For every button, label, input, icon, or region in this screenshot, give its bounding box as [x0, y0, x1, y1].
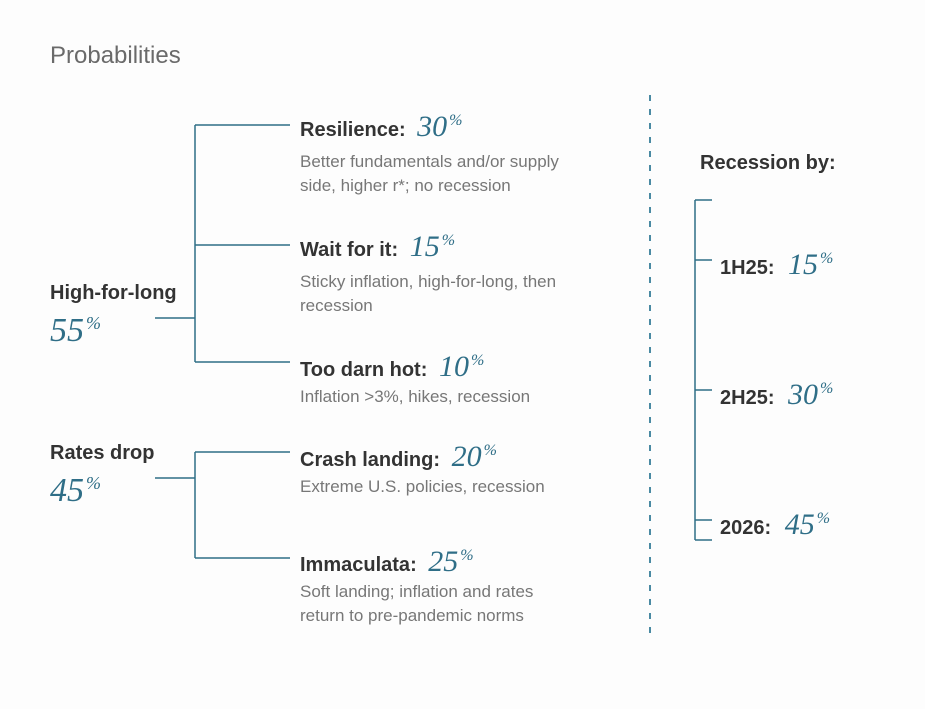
scenario-pct-value: 30: [417, 110, 447, 143]
scenario-pct-value: 25: [428, 545, 458, 578]
scenario-title-crash-landing: Crash landing: 20%: [300, 440, 497, 474]
recession-row-2h25: 2H25: 30%: [720, 378, 833, 412]
scenario-desc-resilience: Better fundamentals and/or supply side, …: [300, 150, 560, 198]
recession-row-1h25: 1H25: 15%: [720, 248, 833, 282]
scenario-pct-value: 20: [452, 440, 482, 473]
scenario-desc-crash-landing: Extreme U.S. policies, recession: [300, 475, 560, 499]
scenario-name: Too darn hot: [300, 359, 421, 381]
pct-suffix: %: [482, 442, 497, 459]
scenario-name: Crash landing: [300, 449, 433, 471]
recession-label: 2H25: [720, 387, 768, 409]
pct-suffix: %: [818, 250, 833, 267]
scenario-desc-too-darn-hot: Inflation >3%, hikes, recession: [300, 385, 560, 409]
pct-suffix: %: [84, 473, 101, 493]
scenario-desc-immaculata: Soft landing; inflation and rates return…: [300, 580, 560, 628]
recession-pct-value: 15: [788, 248, 818, 281]
scenario-title-immaculata: Immaculata: 25%: [300, 545, 474, 579]
recession-header: Recession by:: [700, 152, 836, 175]
scenario-desc-wait-for-it: Sticky inflation, high-for-long, then re…: [300, 270, 560, 318]
pct-suffix: %: [815, 510, 830, 527]
recession-label: 2026: [720, 517, 765, 539]
scenario-pct-value: 15: [410, 230, 440, 263]
scenario-name: Wait for it: [300, 239, 391, 261]
scenario-name: Resilience: [300, 119, 399, 141]
page-title: Probabilities: [50, 42, 181, 70]
scenario-title-resilience: Resilience: 30%: [300, 110, 463, 144]
recession-label: 1H25: [720, 257, 768, 279]
recession-pct-value: 30: [788, 378, 818, 411]
root-label-high-for-long: High-for-long: [50, 282, 177, 305]
pct-suffix: %: [447, 112, 462, 129]
root-pct-rates-drop: 45%: [50, 472, 101, 510]
scenario-name: Immaculata: [300, 554, 410, 576]
pct-suffix: %: [469, 352, 484, 369]
recession-pct-value: 45: [785, 508, 815, 541]
scenario-pct-value: 10: [439, 350, 469, 383]
pct-suffix: %: [458, 547, 473, 564]
recession-row-2026: 2026: 45%: [720, 508, 830, 542]
pct-suffix: %: [440, 232, 455, 249]
pct-suffix: %: [818, 380, 833, 397]
scenario-title-too-darn-hot: Too darn hot: 10%: [300, 350, 484, 384]
pct-suffix: %: [84, 313, 101, 333]
root-pct-high-for-long: 55%: [50, 312, 101, 350]
root-pct-value: 45: [50, 472, 84, 509]
root-label-rates-drop: Rates drop: [50, 442, 154, 465]
root-pct-value: 55: [50, 312, 84, 349]
scenario-title-wait-for-it: Wait for it: 15%: [300, 230, 455, 264]
